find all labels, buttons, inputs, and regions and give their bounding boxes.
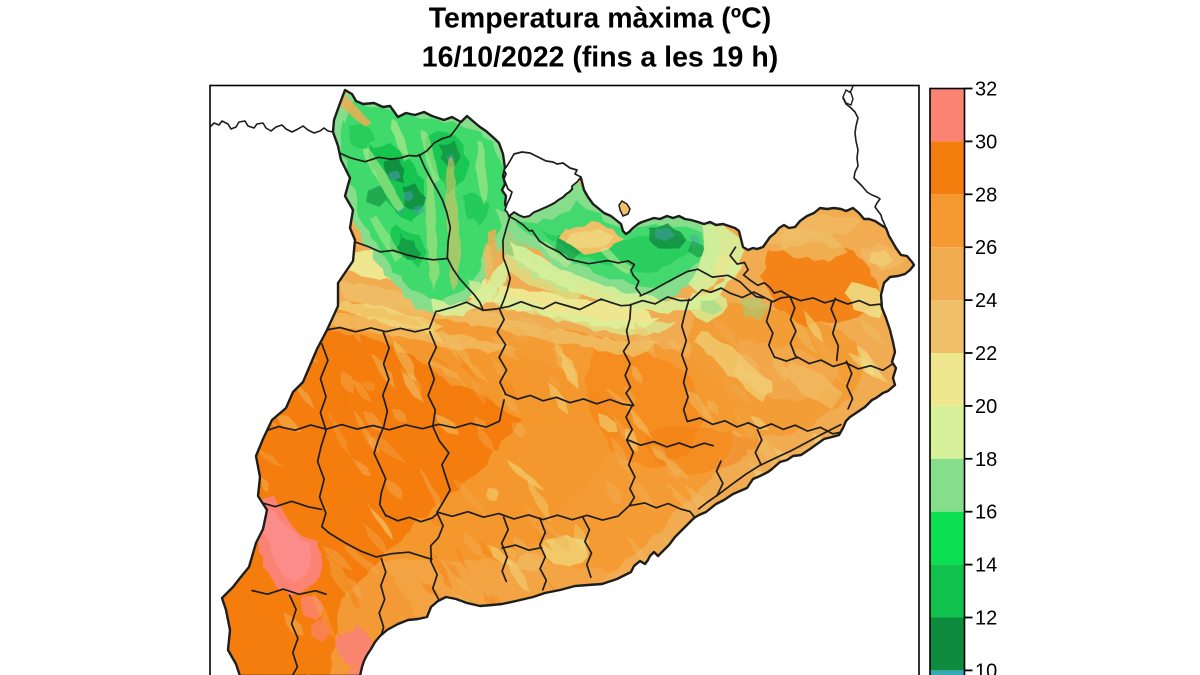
svg-text:18: 18 [975, 449, 997, 471]
svg-text:16: 16 [975, 502, 997, 524]
svg-text:14: 14 [975, 555, 997, 577]
svg-text:30: 30 [975, 131, 997, 153]
svg-text:24: 24 [975, 290, 997, 312]
svg-text:12: 12 [975, 608, 997, 630]
svg-text:28: 28 [975, 184, 997, 206]
svg-text:20: 20 [975, 396, 997, 418]
svg-text:16/10/2022 (fins a les 19 h): 16/10/2022 (fins a les 19 h) [422, 42, 778, 74]
svg-text:26: 26 [975, 237, 997, 259]
svg-text:22: 22 [975, 343, 997, 365]
svg-text:Temperatura màxima (ºC): Temperatura màxima (ºC) [429, 3, 772, 35]
svg-text:10: 10 [975, 660, 997, 675]
svg-text:32: 32 [975, 79, 997, 101]
